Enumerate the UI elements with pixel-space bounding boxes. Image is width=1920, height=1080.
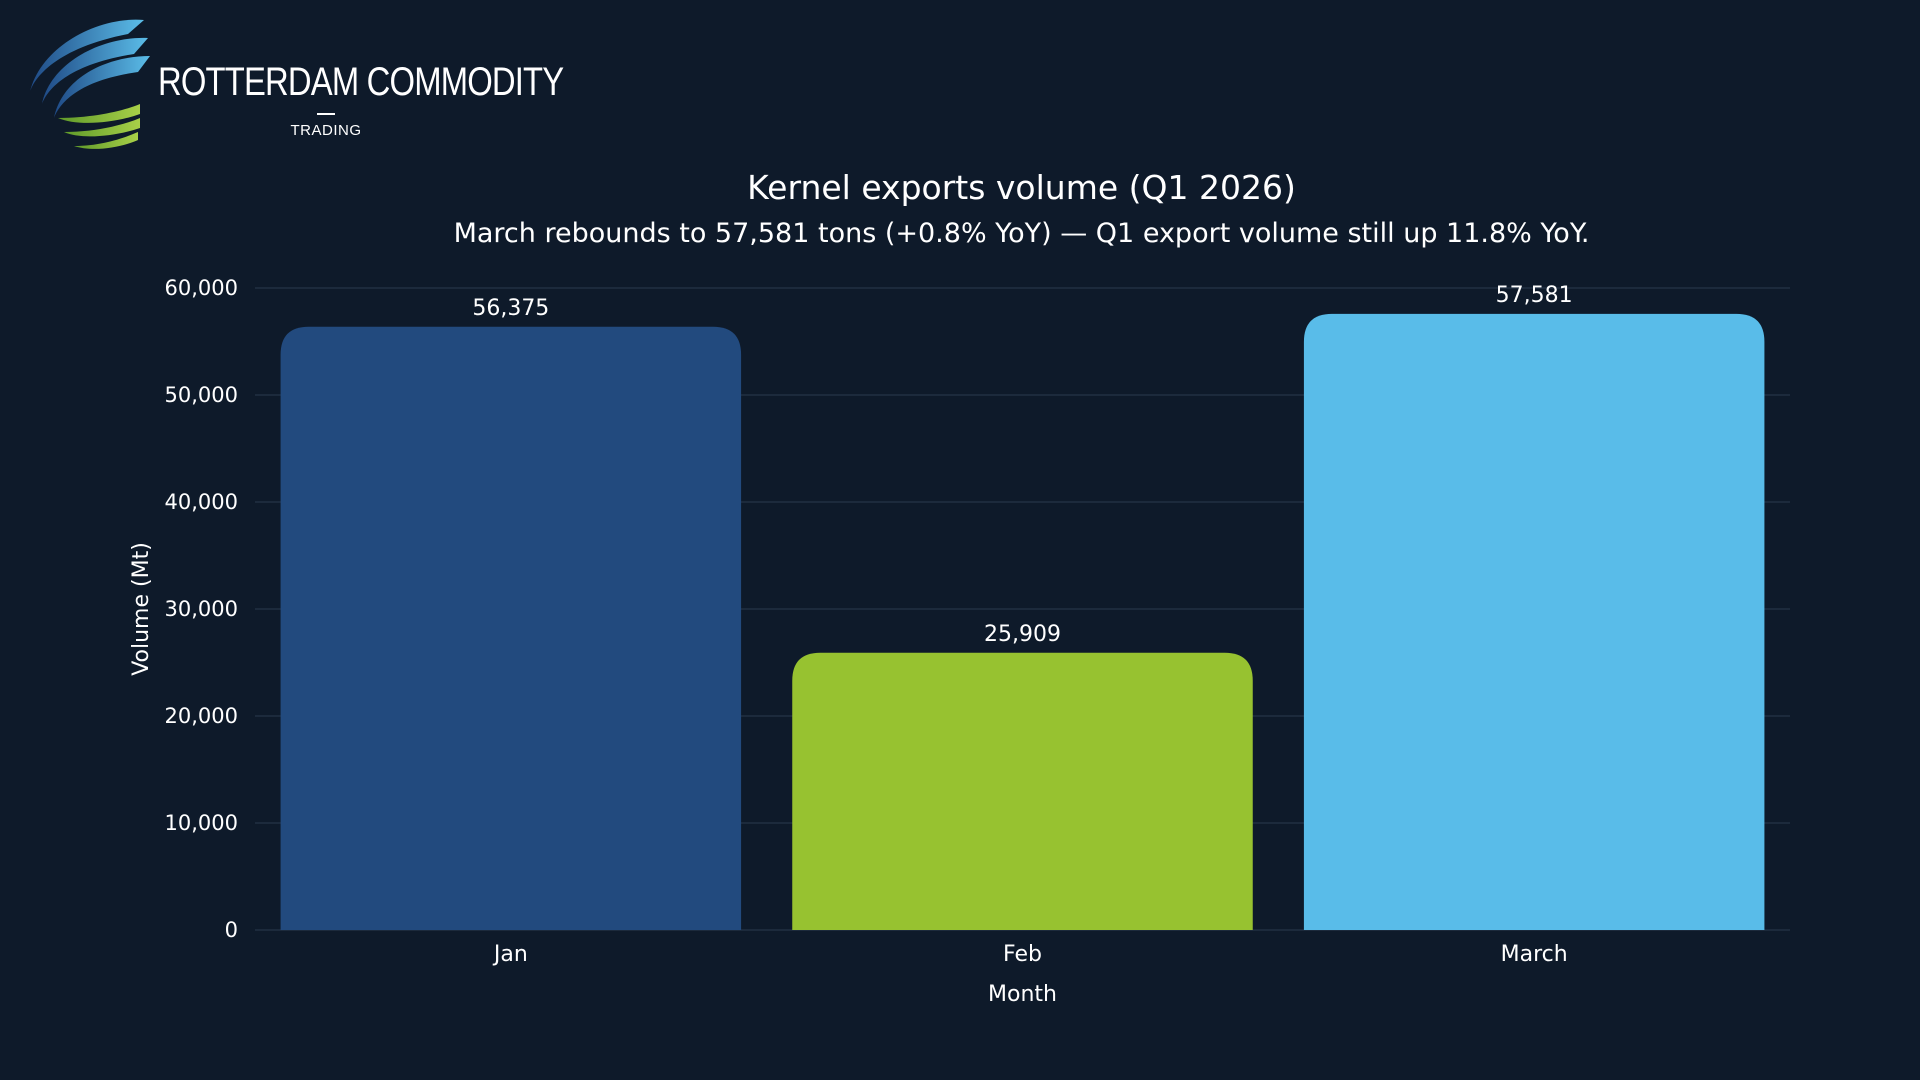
x-tick-label: Jan bbox=[492, 942, 528, 967]
bar-value-label: 56,375 bbox=[472, 296, 549, 321]
chart-subtitle: March rebounds to 57,581 tons (+0.8% YoY… bbox=[453, 218, 1590, 249]
brand-divider bbox=[317, 113, 335, 115]
brand-tagline: TRADING bbox=[290, 122, 362, 139]
brand-name: ROTTERDAM COMMODITY bbox=[158, 60, 564, 104]
bar-feb bbox=[792, 652, 1253, 930]
x-axis-title: Month bbox=[988, 982, 1057, 1007]
labels: 0 10,000 20,000 30,000 40,000 50,000 60,000 56,… bbox=[165, 276, 1573, 967]
y-axis-title: Volume (Mt) bbox=[129, 542, 154, 676]
y-tick-label: 20,000 bbox=[165, 704, 238, 728]
y-tick-label: 60,000 bbox=[165, 276, 238, 300]
logo-mark-icon bbox=[30, 19, 150, 149]
x-tick-label: Feb bbox=[1003, 942, 1042, 967]
bar-jan bbox=[280, 326, 742, 931]
y-tick-label: 40,000 bbox=[165, 490, 238, 514]
y-tick-label: 50,000 bbox=[165, 383, 238, 407]
y-tick-label: 0 bbox=[225, 918, 238, 942]
chart-title: Kernel exports volume (Q1 2026) bbox=[747, 168, 1296, 207]
x-tick-label: March bbox=[1501, 942, 1568, 967]
brand-logo: ROTTERDAM COMMODITY TRADING bbox=[16, 8, 564, 158]
y-tick-label: 30,000 bbox=[165, 597, 238, 621]
bars bbox=[280, 313, 1765, 931]
bar-march bbox=[1303, 313, 1765, 930]
bar-value-label: 25,909 bbox=[984, 622, 1061, 647]
y-tick-label: 10,000 bbox=[165, 811, 238, 835]
bar-value-label: 57,581 bbox=[1496, 283, 1573, 308]
